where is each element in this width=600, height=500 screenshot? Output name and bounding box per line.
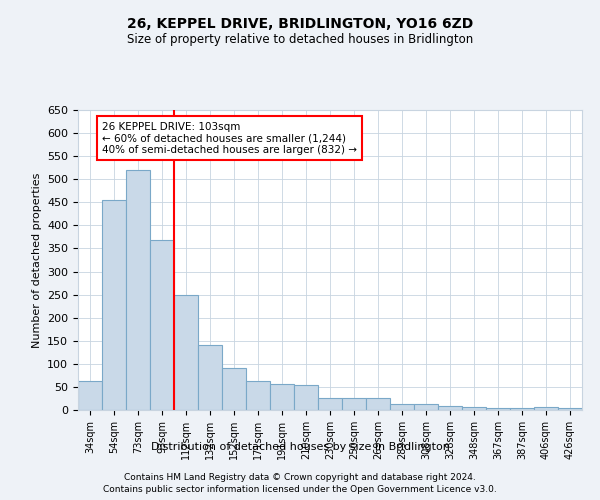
Text: 26 KEPPEL DRIVE: 103sqm
← 60% of detached houses are smaller (1,244)
40% of semi: 26 KEPPEL DRIVE: 103sqm ← 60% of detache… xyxy=(102,122,357,154)
Text: Size of property relative to detached houses in Bridlington: Size of property relative to detached ho… xyxy=(127,32,473,46)
Bar xyxy=(222,368,246,410)
Bar xyxy=(558,408,582,410)
Bar xyxy=(246,381,270,410)
Bar xyxy=(270,384,294,410)
Y-axis label: Number of detached properties: Number of detached properties xyxy=(32,172,41,348)
Bar xyxy=(486,408,510,410)
Bar xyxy=(126,170,150,410)
Bar xyxy=(510,408,534,410)
Bar xyxy=(342,398,366,410)
Bar xyxy=(78,381,102,410)
Bar xyxy=(366,398,390,410)
Bar xyxy=(414,404,438,410)
Bar xyxy=(174,294,198,410)
Bar xyxy=(318,398,342,410)
Bar xyxy=(198,345,222,410)
Bar xyxy=(534,407,558,410)
Bar xyxy=(390,404,414,410)
Bar xyxy=(150,240,174,410)
Text: Distribution of detached houses by size in Bridlington: Distribution of detached houses by size … xyxy=(151,442,449,452)
Bar xyxy=(102,200,126,410)
Text: Contains public sector information licensed under the Open Government Licence v3: Contains public sector information licen… xyxy=(103,485,497,494)
Bar xyxy=(294,384,318,410)
Text: Contains HM Land Registry data © Crown copyright and database right 2024.: Contains HM Land Registry data © Crown c… xyxy=(124,472,476,482)
Bar xyxy=(438,406,462,410)
Text: 26, KEPPEL DRIVE, BRIDLINGTON, YO16 6ZD: 26, KEPPEL DRIVE, BRIDLINGTON, YO16 6ZD xyxy=(127,18,473,32)
Bar xyxy=(462,407,486,410)
